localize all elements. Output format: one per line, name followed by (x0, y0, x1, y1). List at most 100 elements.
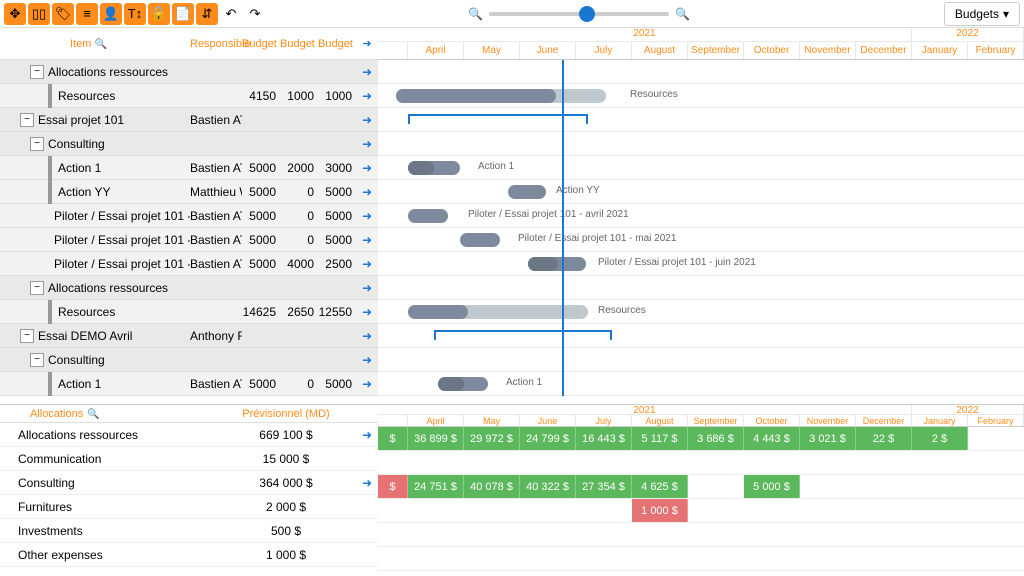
toolbar: ✥ ▯▯ 🏷 ≡ 👤 T↕ 🔓 📄 ⇵ ↶ ↷ 🔍 🔍 Budgets ▾ (0, 0, 1024, 28)
row-arrow-icon[interactable]: ➜ (356, 233, 378, 247)
month-row: AprilMayJuneJulyAugustSeptemberOctoberNo… (378, 42, 1024, 60)
gantt-row (378, 324, 1024, 348)
row-arrow-icon[interactable]: ➜ (356, 281, 378, 295)
row-arrow-icon[interactable]: ➜ (356, 377, 378, 391)
task-row[interactable]: Resources415010001000➜ (0, 84, 378, 108)
task-row[interactable]: −Allocations ressources ➜ (0, 276, 378, 300)
task-row[interactable]: Action 1Bastien ATI500020003000➜ (0, 156, 378, 180)
row-arrow-icon[interactable]: ➜ (356, 89, 378, 103)
task-row[interactable]: −Allocations ressources ➜ (0, 60, 378, 84)
row-arrow-icon[interactable]: ➜ (356, 353, 378, 367)
task-row[interactable]: −Essai DEMO AvrilAnthony FL➜ (0, 324, 378, 348)
tb-columns-icon[interactable]: ▯▯ (28, 3, 50, 25)
alloc-arrow-icon[interactable]: ➜ (356, 428, 378, 442)
gantt-area: 20212022 AprilMayJuneJulyAugustSeptember… (378, 28, 1024, 396)
tb-sort-icon[interactable]: ⇵ (196, 3, 218, 25)
toggle-icon[interactable]: − (20, 113, 34, 127)
toggle-icon[interactable]: − (20, 329, 34, 343)
alloc-row[interactable]: Allocations ressources669 100 $➜ (0, 423, 378, 447)
chevron-down-icon: ▾ (1003, 7, 1009, 21)
allocations-panel: Allocations Prévisionnel (MD) Allocation… (0, 404, 1024, 571)
row-label: Resources (58, 305, 115, 319)
alloc-rows: Allocations ressources669 100 $➜Communic… (0, 423, 378, 567)
toggle-icon[interactable]: − (30, 65, 44, 79)
zoom-out-icon[interactable]: 🔍 (468, 7, 483, 21)
row-arrow-icon[interactable]: ➜ (356, 137, 378, 151)
task-rows: −Allocations ressources➜Resources4150100… (0, 60, 378, 396)
redo-icon[interactable]: ↷ (244, 3, 266, 25)
tb-tag-icon[interactable]: 🏷 (52, 3, 74, 25)
row-arrow-icon[interactable]: ➜ (356, 329, 378, 343)
col-responsible: Responsible (190, 38, 242, 50)
tb-fit-icon[interactable]: ✥ (4, 3, 26, 25)
gantt-row (378, 276, 1024, 300)
alloc-row[interactable]: Other expenses1 000 $ (0, 543, 378, 567)
row-label: Piloter / Essai projet 101 - a (54, 209, 190, 223)
row-label: Essai DEMO Avril (38, 329, 132, 343)
zoom-thumb[interactable] (579, 6, 595, 22)
tb-text-icon[interactable]: T↕ (124, 3, 146, 25)
task-row[interactable]: Action 1Bastien ATI500005000➜ (0, 372, 378, 396)
gantt-row: Action YY (378, 180, 1024, 204)
row-label: Action 1 (58, 377, 101, 391)
row-arrow-icon[interactable]: ➜ (356, 113, 378, 127)
task-row[interactable]: Resources14625265012550➜ (0, 300, 378, 324)
gantt-bar-label: Action 1 (478, 161, 514, 172)
task-row[interactable]: −Consulting➜ (0, 132, 378, 156)
task-row[interactable]: Action YYMatthieu W500005000➜ (0, 180, 378, 204)
tb-file-icon[interactable]: 📄 (172, 3, 194, 25)
row-label: Essai projet 101 (38, 113, 124, 127)
zoom-in-icon[interactable]: 🔍 (675, 7, 690, 21)
alloc-col2: Prévisionnel (MD) (216, 408, 356, 420)
row-label: Allocations ressources (48, 65, 168, 79)
alloc-header: Allocations Prévisionnel (MD) (0, 405, 378, 423)
alloc-arrow-icon[interactable]: ➜ (356, 476, 378, 490)
gantt-bar-label: Piloter / Essai projet 101 - mai 2021 (518, 233, 676, 244)
search-icon[interactable] (94, 38, 106, 50)
grid-header: Item Responsible Budget t Budget t Budge… (0, 28, 378, 60)
col-budget3: Budget t (318, 38, 356, 50)
gantt-bar-label: Action 1 (506, 377, 542, 388)
row-label: Action 1 (58, 161, 101, 175)
row-arrow-icon[interactable]: ➜ (356, 185, 378, 199)
row-arrow-icon[interactable]: ➜ (356, 257, 378, 271)
left-grid: Item Responsible Budget t Budget t Budge… (0, 28, 378, 396)
alloc-year-row: 20212022 (378, 405, 1024, 415)
toggle-icon[interactable]: − (30, 281, 44, 295)
row-label: Allocations ressources (48, 281, 168, 295)
toggle-icon[interactable]: − (30, 353, 44, 367)
task-row[interactable]: Piloter / Essai projet 101 - aBastien AT… (0, 204, 378, 228)
alloc-row[interactable]: Investments500 $ (0, 519, 378, 543)
task-row[interactable]: −Consulting ➜ (0, 348, 378, 372)
alloc-value-row (378, 547, 1024, 571)
alloc-row[interactable]: Consulting364 000 $➜ (0, 471, 378, 495)
task-row[interactable]: Piloter / Essai projet 101 - juBastien A… (0, 252, 378, 276)
tb-user-icon[interactable]: 👤 (100, 3, 122, 25)
row-label: Piloter / Essai projet 101 - m (54, 233, 190, 247)
row-arrow-icon[interactable]: ➜ (356, 161, 378, 175)
task-row[interactable]: −Essai projet 101Bastien ATI➜ (0, 108, 378, 132)
zoom-slider[interactable] (489, 12, 669, 16)
alloc-row[interactable]: Communication15 000 $ (0, 447, 378, 471)
gantt-row: Action 1 (378, 156, 1024, 180)
tb-list-icon[interactable]: ≡ (76, 3, 98, 25)
gantt-bar-label: Piloter / Essai projet 101 - avril 2021 (468, 209, 629, 220)
row-arrow-icon[interactable]: ➜ (356, 209, 378, 223)
budgets-dropdown[interactable]: Budgets ▾ (944, 2, 1020, 26)
toggle-icon[interactable]: − (30, 137, 44, 151)
task-row[interactable]: Piloter / Essai projet 101 - mBastien AT… (0, 228, 378, 252)
today-line (562, 60, 564, 396)
tb-lock-icon[interactable]: 🔓 (148, 3, 170, 25)
row-label: Resources (58, 89, 115, 103)
row-arrow-icon[interactable]: ➜ (356, 305, 378, 319)
col-arrow-header[interactable]: ➜ (356, 37, 378, 50)
undo-icon[interactable]: ↶ (220, 3, 242, 25)
gantt-row (378, 348, 1024, 372)
search-icon[interactable] (87, 408, 99, 420)
row-label: Action YY (58, 185, 110, 199)
gantt-row (378, 132, 1024, 156)
row-arrow-icon[interactable]: ➜ (356, 65, 378, 79)
alloc-value-row: $24 751 $40 078 $40 322 $27 354 $4 625 $… (378, 475, 1024, 499)
alloc-row[interactable]: Furnitures2 000 $ (0, 495, 378, 519)
row-label: Consulting (48, 353, 105, 367)
